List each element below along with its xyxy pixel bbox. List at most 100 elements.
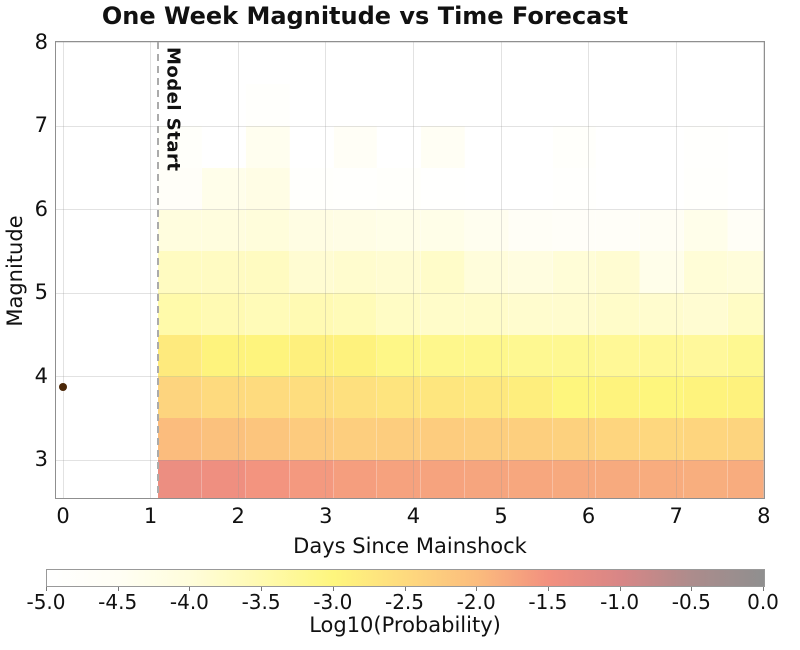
heatmap-cell: [202, 251, 247, 293]
y-tick-label: 6: [34, 196, 48, 221]
x-tick-label: 3: [319, 504, 333, 528]
heatmap-cell: [640, 418, 685, 460]
heatmap-cell: [684, 84, 728, 126]
colorbar-tick-label: -3.0: [313, 590, 353, 614]
colorbar-tick: [547, 587, 549, 591]
colorbar-tick-label: -1.5: [528, 590, 568, 614]
model-start-line: [156, 42, 159, 498]
heatmap-cell: [640, 167, 685, 210]
heatmap-cell: [727, 418, 764, 460]
heatmap-cell: [333, 167, 378, 210]
heatmap-cell: [377, 418, 422, 460]
heatmap-cell: [727, 251, 764, 293]
heatmap-cell: [377, 209, 422, 252]
x-tick-label: 6: [581, 504, 596, 528]
heatmap-cell: [684, 209, 728, 252]
heatmap-cell: [552, 293, 597, 335]
heatmap-cell: [158, 334, 203, 377]
heatmap-cell: [289, 460, 334, 498]
heatmap-cell: [289, 376, 334, 419]
heatmap-cell: [508, 126, 553, 168]
heatmap-cell: [421, 167, 466, 210]
heatmap-cell: [202, 209, 247, 252]
heatmap-cell: [727, 167, 764, 210]
colorbar-tick: [261, 587, 263, 591]
heatmap-cell: [727, 209, 764, 252]
heatmap-cell: [377, 126, 422, 168]
heatmap-cell: [289, 126, 334, 168]
x-tick-label: 4: [406, 504, 421, 528]
heatmap-cell: [289, 418, 334, 460]
heatmap-cell: [596, 84, 641, 126]
heatmap-cell: [289, 334, 334, 377]
heatmap-cell: [202, 460, 247, 498]
colorbar-tick-label: -2.0: [456, 590, 496, 614]
heatmap-cell: [158, 293, 203, 335]
heatmap-cell: [508, 418, 553, 460]
heatmap-cell: [158, 42, 203, 85]
heatmap-cell: [508, 376, 553, 419]
heatmap-cell: [289, 251, 334, 293]
colorbar-tick: [117, 587, 119, 591]
heatmap-cell: [202, 84, 247, 126]
heatmap-cell: [596, 126, 641, 168]
heatmap-cell: [421, 126, 466, 168]
heatmap-cell: [684, 418, 728, 460]
heatmap-cell: [465, 126, 509, 168]
heatmap-cell: [202, 418, 247, 460]
heatmap-cell: [202, 126, 247, 168]
heatmap-cell: [508, 209, 553, 252]
heatmap-cell: [684, 167, 728, 210]
heatmap-cell: [552, 126, 597, 168]
plot-area: Model Start: [56, 42, 764, 498]
heatmap-cell: [246, 376, 290, 419]
heatmap-cell: [552, 460, 597, 498]
heatmap-cell: [596, 251, 641, 293]
colorbar-tick-label: 0.0: [747, 590, 779, 614]
y-axis-title: Magnitude: [3, 215, 27, 327]
heatmap-cell: [684, 334, 728, 377]
heatmap-cell: [377, 42, 422, 85]
heatmap-cell: [727, 293, 764, 335]
heatmap-cell: [246, 167, 290, 210]
heatmap-cell: [596, 376, 641, 419]
colorbar-tick-label: -4.0: [169, 590, 209, 614]
heatmap-cell: [158, 126, 203, 168]
heatmap-cell: [508, 84, 553, 126]
gridline-vertical: [412, 42, 414, 498]
heatmap-cell: [465, 293, 509, 335]
y-tick-label: 8: [34, 29, 48, 54]
heatmap-cell: [158, 376, 203, 419]
gridline-horizontal: [56, 209, 764, 210]
heatmap-cell: [377, 334, 422, 377]
heatmap-cell: [508, 251, 553, 293]
heatmap-cell: [508, 293, 553, 335]
heatmap-cell: [465, 251, 509, 293]
model-start-label: Model Start: [162, 47, 184, 172]
heatmap-cell: [508, 167, 553, 210]
gridline-horizontal: [56, 42, 764, 43]
heatmap-cell: [552, 209, 597, 252]
heatmap-cell: [202, 334, 247, 377]
heatmap-cell: [333, 293, 378, 335]
heatmap-cell: [727, 460, 764, 498]
heatmap-cell: [246, 334, 290, 377]
x-tick-label: 0: [56, 504, 70, 528]
heatmap-cell: [465, 42, 509, 85]
colorbar-tick-label: -3.5: [241, 590, 281, 614]
colorbar-tick: [332, 587, 334, 591]
heatmap-cell: [727, 84, 764, 126]
heatmap-cell: [246, 293, 290, 335]
heatmap-cell: [246, 418, 290, 460]
heatmap-cell: [333, 84, 378, 126]
heatmap-cell: [640, 293, 685, 335]
heatmap-cell: [202, 167, 247, 210]
heatmap-cell: [684, 293, 728, 335]
heatmap-cell: [421, 293, 466, 335]
heatmap-cell: [158, 209, 203, 252]
heatmap-cell: [246, 251, 290, 293]
heatmap-cell: [596, 209, 641, 252]
heatmap-cell: [640, 126, 685, 168]
heatmap-cell: [421, 418, 466, 460]
